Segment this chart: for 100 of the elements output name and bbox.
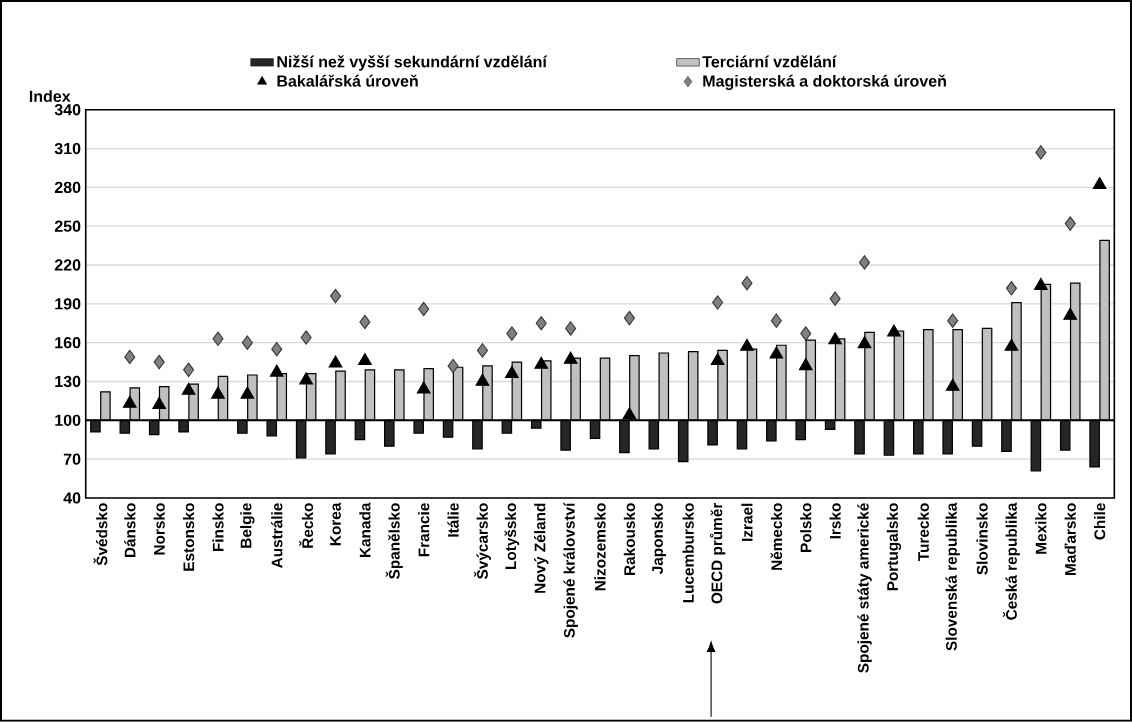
point xyxy=(1035,145,1047,160)
point xyxy=(622,407,637,420)
point xyxy=(769,346,784,359)
x-tick-label: Turecko xyxy=(917,503,929,562)
y-tick-label: 310 xyxy=(54,143,81,155)
point xyxy=(358,353,372,366)
point xyxy=(359,314,371,330)
x-tick-label: Francie xyxy=(418,503,430,557)
point xyxy=(329,288,342,304)
y-axis-title: Index xyxy=(29,90,71,103)
x-tick-label: Itálie xyxy=(447,503,459,537)
legend-label: Nižší než vyšší sekundární vzdělání xyxy=(277,55,548,71)
point xyxy=(475,373,490,386)
x-tick-label: Lucembursko xyxy=(682,503,694,603)
y-tick-label: 220 xyxy=(54,259,81,271)
point xyxy=(945,378,960,391)
point xyxy=(211,386,225,399)
x-tick-label: Portugalsko xyxy=(886,503,902,591)
x-tick-label: Irsko xyxy=(829,503,841,539)
point xyxy=(798,358,813,371)
point xyxy=(770,313,782,328)
x-tick-label: Česká republika xyxy=(1003,502,1020,620)
point xyxy=(418,301,430,317)
x-tick-label: Korea xyxy=(330,502,341,546)
point xyxy=(328,355,343,368)
x-tick-label: Nový Zéland xyxy=(534,503,549,593)
y-tick-label: 160 xyxy=(55,337,81,349)
point xyxy=(887,324,901,337)
point xyxy=(1063,307,1078,320)
point xyxy=(1004,338,1019,351)
point xyxy=(476,343,489,358)
x-tick-label: Kanada xyxy=(359,502,371,558)
point xyxy=(241,335,253,350)
point xyxy=(1033,277,1048,291)
point xyxy=(212,331,224,347)
x-tick-label: Německo xyxy=(770,503,783,570)
x-tick-label: Spojené království xyxy=(563,502,578,638)
y-tick-label: 100 xyxy=(55,414,81,427)
point xyxy=(857,336,872,349)
x-tick-label: Japonsko xyxy=(651,503,666,575)
point xyxy=(829,291,841,306)
point xyxy=(710,353,725,366)
x-tick-label: Švýcarsko xyxy=(474,503,491,580)
point xyxy=(124,349,136,365)
point xyxy=(506,326,518,341)
point xyxy=(269,364,284,377)
point xyxy=(858,255,871,270)
point xyxy=(299,372,314,385)
y-tick-label: 280 xyxy=(54,181,81,194)
legend-label: Bakalářská úroveň xyxy=(277,74,418,87)
x-tick-label: Řecko xyxy=(299,503,314,548)
point xyxy=(152,397,167,410)
point xyxy=(504,365,519,379)
legend-label: Magisterská a doktorská úroveň xyxy=(703,74,946,91)
x-tick-label: Slovenská republika xyxy=(945,502,960,651)
point xyxy=(300,330,312,345)
y-tick-label: 250 xyxy=(54,220,81,232)
legend-label: Terciární vzdělání xyxy=(702,55,837,68)
point xyxy=(181,382,196,395)
x-tick-label: Dánsko xyxy=(124,503,136,558)
point xyxy=(1064,216,1076,231)
x-tick-label: Chile xyxy=(1094,503,1106,540)
point xyxy=(947,313,959,328)
x-tick-label: Izrael xyxy=(741,503,753,541)
point xyxy=(712,295,724,310)
point xyxy=(741,276,753,291)
point xyxy=(623,310,635,326)
x-tick-label: Španělsko xyxy=(385,503,403,580)
y-tick-label: 70 xyxy=(63,453,81,465)
point xyxy=(1005,281,1018,296)
point xyxy=(122,395,137,408)
point xyxy=(183,362,195,378)
point xyxy=(416,381,431,394)
point xyxy=(534,356,549,369)
x-tick-label: Spojené státy americké xyxy=(857,503,872,673)
y-tick-label: 340 xyxy=(54,104,81,116)
point xyxy=(563,351,578,364)
x-tick-label: Maďarsko xyxy=(1064,503,1076,576)
point xyxy=(828,332,843,345)
x-tick-label: Lotyšsko xyxy=(504,503,520,570)
x-tick-label: Austrálie xyxy=(271,503,283,569)
x-tick-label: Polsko xyxy=(800,503,812,553)
x-tick-label: Švédsko xyxy=(93,503,108,566)
x-tick-label: Belgie xyxy=(240,503,255,548)
point xyxy=(271,342,283,357)
point xyxy=(740,338,754,351)
x-tick-label: Rakousko xyxy=(623,503,636,576)
x-tick-label: Slovinsko xyxy=(976,503,988,575)
point xyxy=(800,326,812,341)
x-tick-label: OECD průměr xyxy=(709,503,726,604)
x-tick-label: Norsko xyxy=(153,503,165,555)
x-tick-label: Mexiko xyxy=(1035,503,1047,554)
x-tick-label: Estonsko xyxy=(182,503,195,571)
point xyxy=(447,358,459,374)
y-tick-label: 190 xyxy=(55,298,81,310)
point xyxy=(535,316,547,331)
x-tick-label: Nizozemsko xyxy=(594,503,606,591)
y-tick-label: 130 xyxy=(55,375,81,388)
y-tick-label: 40 xyxy=(63,492,81,504)
point xyxy=(565,321,577,336)
